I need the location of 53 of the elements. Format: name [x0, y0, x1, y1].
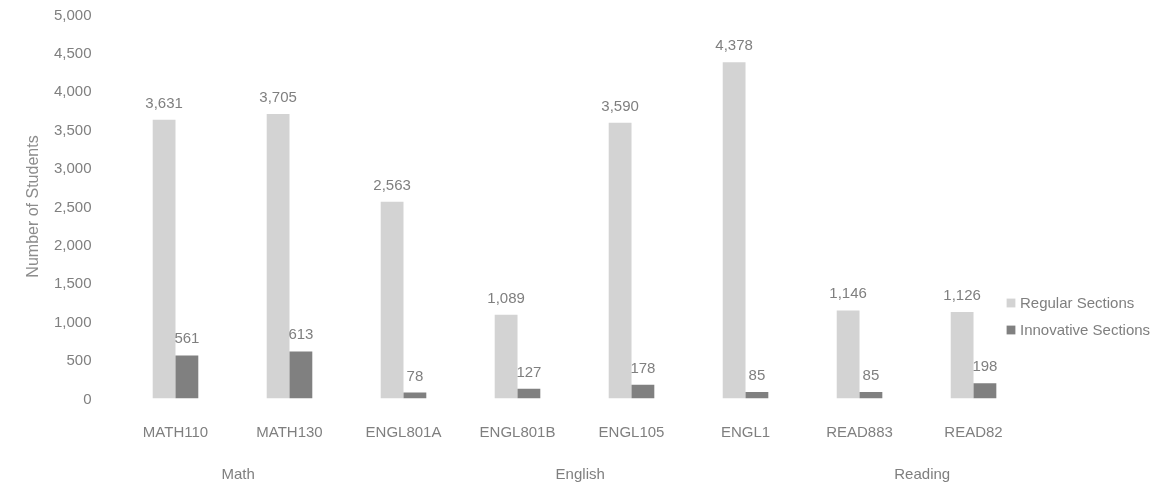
data-label: 1,126	[943, 286, 981, 304]
x-tick-label: ENGL1	[720, 422, 771, 440]
data-label: 78	[406, 366, 424, 384]
data-label: 85	[748, 365, 766, 383]
data-label: 561	[174, 329, 200, 347]
x-tick-label: ENGL801B	[479, 422, 556, 440]
data-label: 2,563	[373, 175, 411, 193]
bar	[175, 355, 199, 399]
bar	[152, 119, 176, 399]
y-tick-label: 3,500	[53, 120, 92, 138]
data-label: 3,631	[145, 93, 183, 111]
text: Reading	[894, 464, 951, 482]
bar	[266, 113, 290, 399]
y-tick-label: 4,000	[53, 82, 92, 100]
data-label: 613	[288, 325, 314, 343]
data-label: 178	[630, 358, 656, 376]
x-tick-label: READ883	[826, 422, 893, 440]
y-tick-label: 2,500	[53, 197, 92, 215]
y-tick-label: 2,000	[53, 235, 92, 253]
data-label: 3,705	[259, 87, 297, 105]
y-tick-label: 3,000	[53, 159, 92, 177]
bar	[380, 201, 404, 399]
y-tick-label: 0	[83, 389, 92, 407]
data-label: 198	[972, 357, 998, 375]
legend-label: Innovative Sections	[1020, 321, 1151, 338]
x-tick-label: ENGL801A	[365, 422, 442, 440]
y-tick-label: 500	[66, 351, 92, 369]
bar	[950, 312, 974, 399]
x-tick-label: MATH130	[256, 422, 323, 440]
legend-label: Regular Sections	[1020, 294, 1135, 311]
bar	[631, 384, 655, 399]
bar	[494, 314, 518, 399]
y-tick-label: 1,000	[53, 312, 92, 330]
data-label: 1,089	[487, 288, 525, 306]
y-tick-label: 5,000	[53, 5, 92, 23]
text: Math	[221, 464, 255, 482]
x-tick-label: READ82	[944, 422, 1003, 440]
x-tick-label: MATH110	[142, 422, 209, 440]
bar	[722, 62, 746, 399]
text: English	[555, 464, 605, 482]
y-axis-title: Number of Students	[23, 135, 41, 278]
bar	[836, 310, 860, 399]
bar	[608, 122, 632, 399]
bar	[973, 383, 997, 399]
y-tick-label: 1,500	[53, 274, 92, 292]
y-tick-label: 4,500	[53, 43, 92, 61]
data-label: 4,378	[715, 36, 753, 54]
bar	[289, 351, 313, 399]
data-label: 1,146	[829, 284, 867, 302]
data-label: 127	[516, 362, 542, 380]
data-label: 85	[862, 365, 880, 383]
data-label: 3,590	[601, 96, 639, 114]
x-tick-label: ENGL105	[598, 422, 665, 440]
